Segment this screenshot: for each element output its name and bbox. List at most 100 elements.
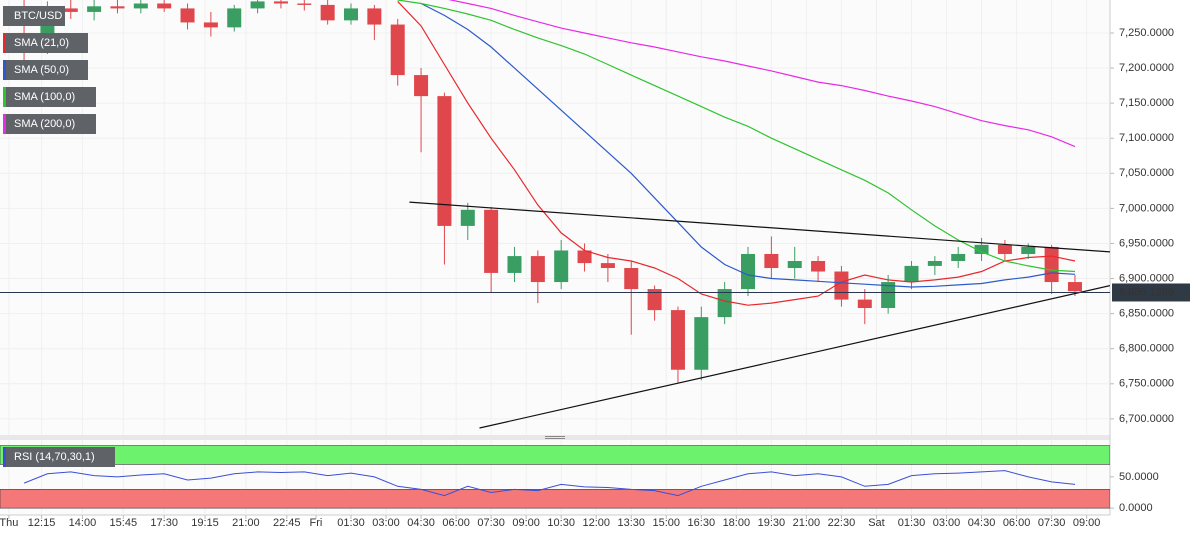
legend-box <box>3 447 115 467</box>
legend-box <box>3 60 88 80</box>
x-tick-label: 12:00 <box>582 517 610 529</box>
y-tick-label: 7,100.0000 <box>1119 132 1174 144</box>
candle-body <box>554 250 569 283</box>
legend-box <box>3 33 88 53</box>
candle-body <box>811 261 826 272</box>
sma-line <box>420 2 1076 288</box>
y-tick-label: 7,200.0000 <box>1119 62 1174 74</box>
x-tick-label: 01:30 <box>898 517 926 529</box>
candle-body <box>530 256 545 283</box>
candle-body <box>460 209 475 226</box>
candle-body <box>997 244 1012 254</box>
x-tick-label: 15:45 <box>110 517 138 529</box>
x-tick-label: 16:30 <box>688 517 716 529</box>
candle-body <box>180 8 195 23</box>
x-tick-label: 09:00 <box>512 517 540 529</box>
axes: Thu 12:15 14:00 15:45 17:30 19:15 21:00 22:45 Fr… <box>0 27 1190 529</box>
rsi-band <box>0 445 1110 465</box>
legend-box <box>3 114 96 134</box>
x-tick-label: 22:45 <box>273 517 301 529</box>
legend-label: SMA (21,0) <box>14 37 69 49</box>
last-price-box <box>1112 283 1190 302</box>
x-tick-label: 19:30 <box>758 517 786 529</box>
candle-body <box>1067 282 1082 292</box>
x-tick-label: 21:00 <box>793 517 821 529</box>
x-tick-label: 22:30 <box>828 517 856 529</box>
legend-label: SMA (100,0) <box>14 91 75 103</box>
x-tick-label: 19:15 <box>191 517 219 529</box>
candle-body <box>624 268 639 290</box>
legend-label: BTC/USD <box>14 10 62 22</box>
legend-swatch <box>3 87 6 107</box>
x-tick-label: Sat <box>868 517 885 529</box>
x-tick-label: 14:00 <box>69 517 97 529</box>
pane-separator[interactable] <box>0 435 1110 440</box>
main-plot <box>0 0 1110 435</box>
legend-box <box>3 6 65 26</box>
legend-label: SMA (50,0) <box>14 64 69 76</box>
x-tick-label: 03:00 <box>933 517 961 529</box>
y-tick-label: 6,950.0000 <box>1119 237 1174 249</box>
x-tick-label: 18:00 <box>723 517 751 529</box>
candle-body <box>297 3 312 5</box>
candle-body <box>741 253 756 290</box>
main-pane <box>0 0 1110 435</box>
y-tick-label: 7,150.0000 <box>1119 97 1174 109</box>
x-tick-label: 21:00 <box>232 517 260 529</box>
candle-body <box>273 1 288 4</box>
legend: BTC/USD SMA (21,0) SMA (50,0) SMA (100,0) SM… <box>3 6 115 467</box>
candle-body <box>647 289 662 311</box>
legend-label: SMA (200,0) <box>14 118 75 130</box>
candle-body <box>320 4 335 21</box>
x-tick-label: Thu <box>0 517 18 529</box>
candle-body <box>343 8 359 21</box>
candle-body <box>250 1 265 9</box>
legend-box <box>3 87 96 107</box>
trendline <box>479 285 1110 429</box>
candle-body <box>694 317 709 370</box>
candle-body <box>904 265 919 283</box>
x-tick-label: 01:30 <box>337 517 365 529</box>
candle-body <box>974 244 989 254</box>
x-tick-label: 15:00 <box>653 517 681 529</box>
y-tick-label: 7,050.0000 <box>1119 167 1174 179</box>
candle-body <box>881 282 896 309</box>
candle-body <box>390 24 405 76</box>
legend-swatch <box>3 114 6 134</box>
candle-body <box>414 75 429 97</box>
candle-body <box>951 253 966 261</box>
x-tick-label: 06:00 <box>1003 517 1031 529</box>
x-tick-label: 04:30 <box>407 517 435 529</box>
x-tick-label: 07:30 <box>1038 517 1066 529</box>
y-tick-label: 0.0000 <box>1119 502 1153 514</box>
y-tick-label: 7,000.0000 <box>1119 202 1174 214</box>
legend-swatch <box>3 33 6 53</box>
legend-swatch <box>3 447 6 467</box>
candle-body <box>1021 246 1036 254</box>
candle-body <box>157 3 172 9</box>
y-tick-label: 6,750.0000 <box>1119 378 1174 390</box>
candle-body <box>133 3 148 9</box>
x-tick-label: 17:30 <box>150 517 178 529</box>
sma-line <box>397 0 1076 306</box>
candle-body <box>577 250 592 264</box>
rsi-line <box>23 470 1076 497</box>
candle-body <box>600 263 615 269</box>
last-price-label: 6,880.1289 <box>1119 286 1174 298</box>
candle-body <box>227 8 242 28</box>
x-tick-label: 12:15 <box>28 517 56 529</box>
candle-body <box>203 22 218 28</box>
x-tick-label: 10:30 <box>547 517 575 529</box>
candle-body <box>87 6 102 12</box>
x-tick-label: 07:30 <box>477 517 505 529</box>
legend-swatch <box>3 60 6 80</box>
candle-body <box>367 8 382 25</box>
legend-label: RSI (14,70,30,1) <box>14 451 95 463</box>
x-tick-label: 13:30 <box>617 517 645 529</box>
y-tick-label: 6,900.0000 <box>1119 272 1174 284</box>
candle-body <box>437 96 452 226</box>
x-tick-label: 06:00 <box>442 517 470 529</box>
candle-body <box>507 256 522 273</box>
x-tick-label: 03:00 <box>372 517 400 529</box>
